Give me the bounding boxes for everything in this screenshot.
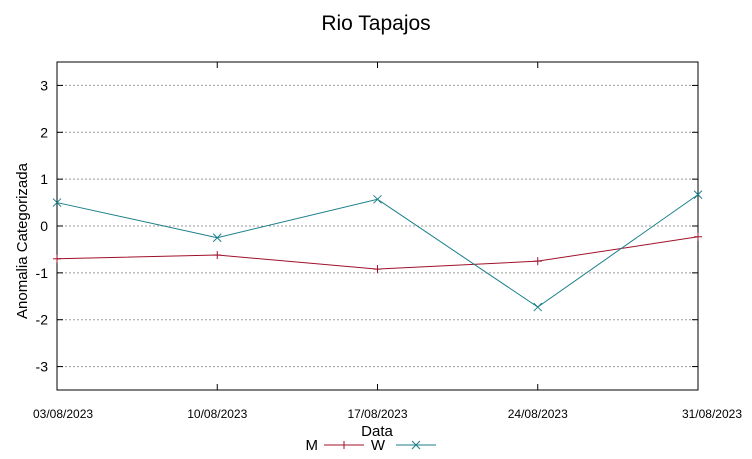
y-axis-label: Anomalia Categorizada [14,162,31,319]
x-tick-label: 17/08/2023 [347,407,407,421]
data-point [373,194,382,204]
data-point [411,440,421,450]
chart-title: Rio Tapajos [321,12,430,35]
y-axis-ticks: 3 2 1 0 -1 -2 -3 [36,77,698,375]
x-axis-label: Data [361,423,393,440]
y-tick-label: -2 [36,312,49,328]
data-point [533,302,543,312]
y-tick-label: 0 [40,218,48,234]
data-point [212,233,222,243]
y-tick-label: 2 [40,124,48,140]
series-line-M [56,236,699,270]
y-tick-label: -1 [36,265,49,281]
data-point [693,190,703,199]
x-tick-label: 31/08/2023 [682,407,742,421]
data-point [533,257,542,266]
x-axis-ticks: 03/08/2023 10/08/2023 17/08/2023 24/08/2023… [33,62,742,421]
grid-lines [57,84,698,368]
data-point [373,265,382,274]
data-point [52,198,62,207]
y-tick-label: 1 [40,171,48,187]
data-point [53,254,61,263]
data-point [340,441,348,449]
y-tick-label: -3 [36,359,49,375]
series-group [52,190,703,312]
x-tick-label: 10/08/2023 [187,407,247,421]
legend-label-W: W [371,437,386,454]
x-tick-label: 24/08/2023 [508,407,568,421]
legend-label-M: M [306,437,319,454]
series-line-W [56,194,699,308]
y-tick-label: 3 [40,77,48,93]
x-tick-label: 03/08/2023 [33,407,93,421]
data-point [213,251,222,260]
data-point [694,232,702,241]
